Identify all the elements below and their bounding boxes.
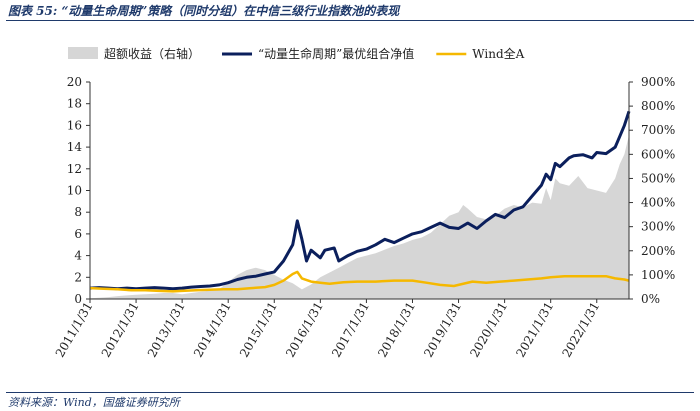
y-left-tick-label: 8 [74, 205, 82, 219]
series-line-wind-all-a [89, 270, 630, 293]
x-tick-label: 2014/1/31 [191, 300, 234, 360]
x-tick-label: 2017/1/31 [329, 300, 372, 360]
x-tick-label: 2021/1/31 [513, 300, 556, 360]
legend: 超额收益（右轴） “动量生命周期”最优组合净值 Wind全A [68, 46, 525, 61]
x-tick-label: 2011/1/31 [53, 300, 96, 360]
source-note: 资料来源：Wind，国盛证券研究所 [8, 396, 180, 409]
y-left-tick-label: 0 [74, 292, 82, 306]
x-tick-label: 2018/1/31 [375, 300, 418, 360]
y-left-tick-label: 14 [67, 140, 83, 154]
x-tick-label: 2020/1/31 [467, 299, 510, 359]
y-right-tick-label: 100% [641, 268, 675, 282]
y-left-tick-label: 10 [67, 184, 82, 198]
x-tick-label: 2012/1/31 [99, 300, 142, 360]
y-right-tick-label: 500% [641, 171, 675, 185]
x-tick-label: 2022/1/31 [559, 300, 602, 360]
legend-label: Wind全A [472, 46, 524, 61]
source-rule [6, 392, 694, 393]
y-left-tick-label: 16 [67, 118, 82, 132]
x-tick-label: 2013/1/31 [145, 300, 188, 360]
chart-svg: 超额收益（右轴） “动量生命周期”最优组合净值 Wind全A 0 2 4 6 8 10 12 14… [53, 46, 676, 360]
y-left-tick-label: 18 [67, 97, 82, 111]
y-right-tick-label: 200% [641, 244, 675, 258]
chart-title: 图表 55: “动量生命周期”策略（同时分组）在中信三级行业指数池的表现 [8, 4, 400, 18]
y-right-tick-label: 900% [641, 75, 675, 89]
legend-label: “动量生命周期”最优组合净值 [258, 46, 414, 61]
y-left-tick-label: 12 [67, 162, 82, 176]
y-left-tick-label: 4 [74, 249, 82, 263]
series-line-strategy-nav [89, 110, 631, 291]
y-right-tick-label: 400% [641, 196, 675, 210]
y-right-tick-label: 800% [641, 99, 675, 113]
y-left-tick-label: 20 [67, 75, 82, 89]
y-right-tick-label: 300% [641, 220, 675, 234]
legend-swatch-excess-return [68, 47, 98, 59]
y-right-tick-label: 600% [641, 147, 675, 161]
x-tick-label: 2015/1/31 [237, 300, 280, 360]
series-area-excess-return [90, 135, 629, 299]
title-rule [6, 20, 694, 21]
y-left-tick-label: 6 [74, 227, 82, 241]
legend-label: 超额收益（右轴） [104, 46, 200, 61]
y-right-tick-label: 0% [641, 292, 660, 306]
y-right-tick-label: 700% [641, 123, 675, 137]
plot-area [89, 110, 631, 299]
x-tick-label: 2019/1/31 [421, 300, 464, 360]
y-left-tick-label: 2 [74, 270, 82, 284]
x-tick-label: 2016/1/31 [283, 300, 326, 360]
